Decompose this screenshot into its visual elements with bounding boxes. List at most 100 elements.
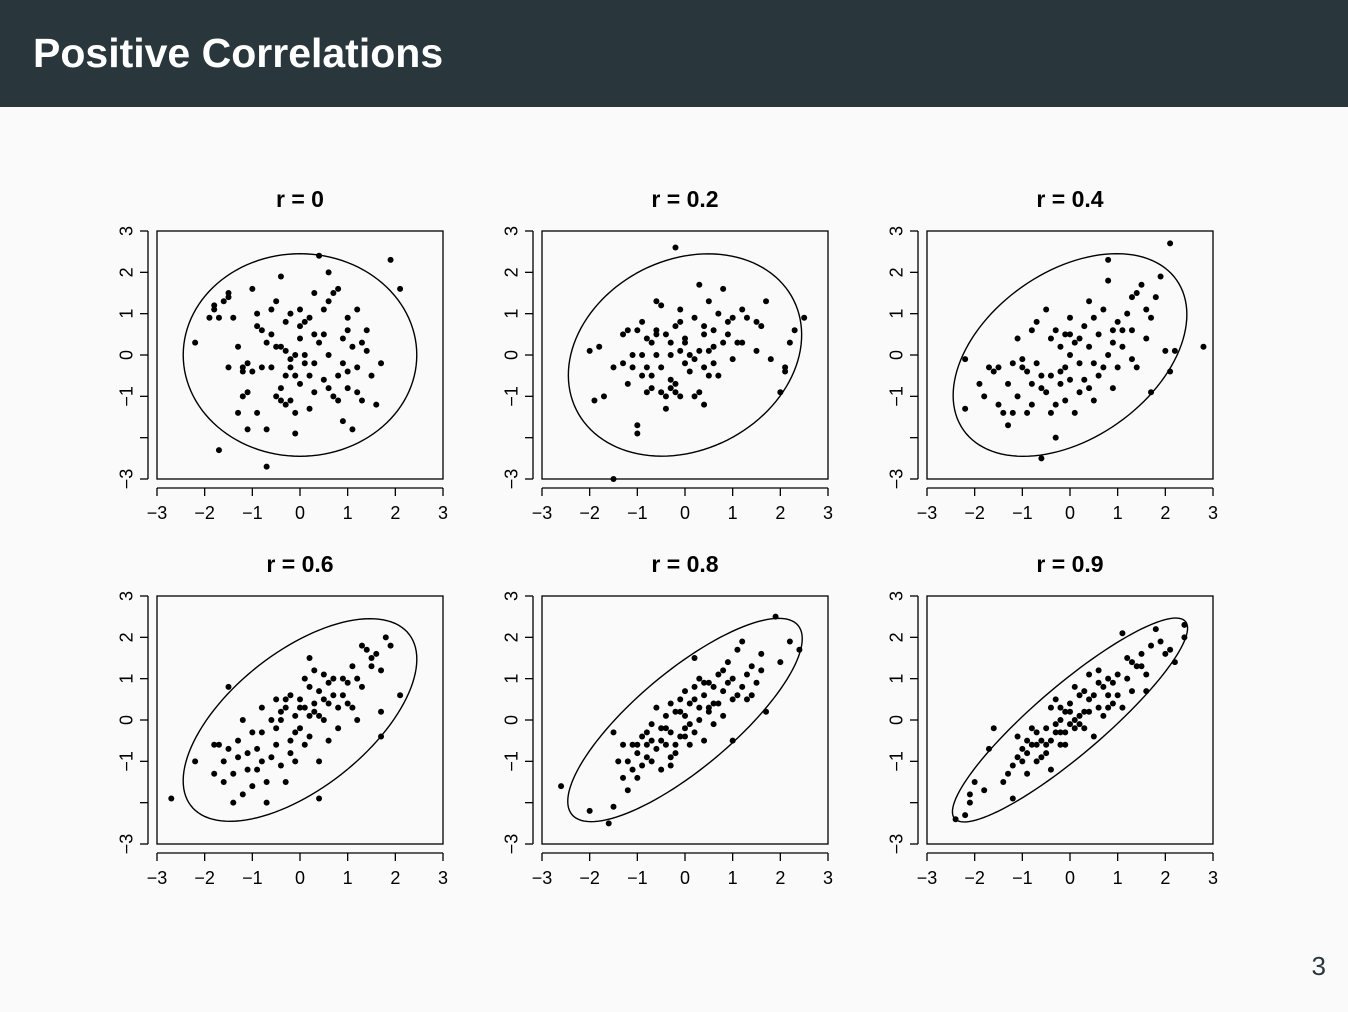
y-tick-label: 2	[886, 267, 906, 277]
data-point	[277, 397, 284, 404]
data-point	[211, 741, 218, 748]
data-point	[729, 356, 736, 363]
data-point	[952, 816, 959, 823]
data-point	[1162, 650, 1169, 657]
data-point	[316, 712, 323, 719]
data-point	[1200, 343, 1207, 350]
data-point	[724, 679, 731, 686]
data-point	[1019, 364, 1026, 371]
data-point	[758, 650, 765, 657]
data-point	[639, 372, 646, 379]
data-point	[1171, 347, 1178, 354]
data-point	[990, 368, 997, 375]
data-point	[667, 352, 674, 358]
data-point	[739, 683, 746, 690]
y-tick-label: 3	[501, 591, 521, 601]
data-point	[777, 659, 784, 666]
data-point	[1062, 729, 1069, 736]
data-point	[339, 418, 346, 425]
y-tick-label: 3	[886, 226, 906, 236]
data-point	[705, 704, 712, 711]
data-point	[1133, 364, 1140, 371]
data-point	[1014, 733, 1021, 740]
scatter-panel: r = 0.9 −3 −2 −1 0 1 2 3 −3 −1 0 1 2 3	[886, 551, 1218, 888]
data-point	[311, 708, 318, 715]
data-point	[358, 339, 365, 346]
data-point	[610, 364, 617, 371]
data-point	[743, 696, 750, 703]
data-point	[615, 758, 622, 765]
data-point	[596, 343, 603, 350]
y-tick-label: 2	[501, 632, 521, 642]
data-point	[258, 758, 265, 765]
data-point	[297, 696, 303, 703]
y-tick-label: 0	[501, 715, 521, 725]
data-point	[1090, 314, 1097, 321]
data-point	[311, 667, 318, 674]
data-point	[206, 314, 213, 321]
data-point	[268, 717, 275, 723]
data-point	[1067, 352, 1073, 358]
data-point	[273, 343, 280, 350]
data-point	[301, 704, 308, 711]
data-point	[239, 364, 246, 371]
data-point	[292, 712, 299, 719]
data-point	[758, 323, 765, 330]
x-tick-label: 1	[1113, 503, 1123, 523]
data-point	[301, 675, 308, 682]
data-point	[682, 339, 688, 346]
data-point	[1086, 298, 1093, 305]
data-point	[667, 339, 674, 346]
data-point	[244, 766, 251, 773]
x-tick-label: −1	[242, 868, 263, 888]
data-point	[1128, 294, 1135, 301]
data-point	[325, 679, 332, 686]
plot-frame	[156, 230, 444, 480]
data-point	[1028, 380, 1035, 387]
data-point	[1105, 352, 1112, 358]
data-point	[962, 356, 969, 363]
data-point	[1043, 750, 1050, 757]
data-point	[782, 364, 789, 371]
data-point	[1095, 331, 1102, 338]
data-point	[1038, 385, 1045, 392]
data-point	[282, 779, 289, 785]
x-tick-label: −3	[532, 503, 553, 523]
data-point	[1138, 281, 1145, 288]
data-point	[1148, 389, 1155, 396]
data-point	[715, 372, 722, 379]
data-point	[1057, 704, 1064, 711]
data-point	[277, 343, 284, 350]
data-point	[1114, 318, 1121, 325]
data-point	[230, 314, 237, 321]
panel-title: r = 0.4	[1036, 186, 1103, 212]
scatter-panel: r = 0.4 −3 −2 −1 0 1 2 3 −3 −1 0 1 2 3	[886, 186, 1218, 523]
data-point	[791, 327, 798, 334]
data-point	[292, 372, 299, 379]
data-point	[677, 318, 684, 325]
data-point	[677, 696, 684, 703]
data-point	[277, 717, 284, 723]
data-point	[1119, 630, 1126, 637]
data-point	[1071, 725, 1078, 732]
data-point	[1181, 621, 1188, 628]
data-point	[244, 360, 251, 367]
data-point	[976, 380, 983, 387]
data-point	[1095, 704, 1102, 711]
data-point	[192, 339, 199, 346]
data-point	[1138, 663, 1145, 670]
data-point	[220, 298, 227, 305]
data-point	[1047, 335, 1054, 342]
data-point	[1109, 339, 1116, 346]
data-point	[297, 704, 303, 711]
data-point	[1076, 692, 1083, 699]
data-point	[682, 688, 688, 695]
data-point	[610, 729, 617, 736]
x-tick-label: −3	[147, 868, 168, 888]
data-point	[382, 634, 389, 641]
data-point	[1038, 372, 1045, 379]
data-point	[1119, 343, 1126, 350]
plot-frame	[926, 595, 1214, 845]
data-point	[648, 737, 655, 744]
data-point	[648, 385, 655, 392]
